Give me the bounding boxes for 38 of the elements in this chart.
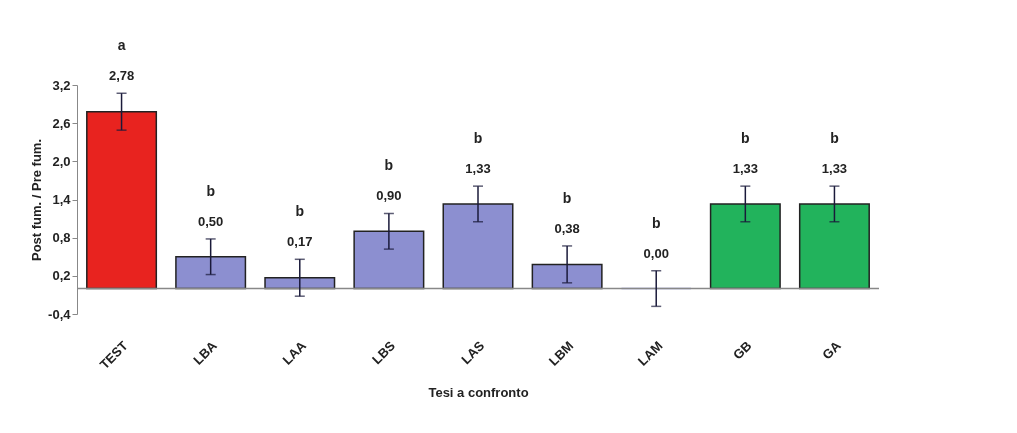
data-label: 0,38: [554, 220, 580, 236]
x-axis-title: Tesi a confronto: [428, 385, 529, 401]
y-tick-label: 0,2: [52, 268, 71, 284]
y-tick-label: 3,2: [52, 77, 71, 93]
annotation: b: [741, 130, 750, 147]
data-label: 0,00: [643, 245, 669, 261]
text: a: [117, 37, 126, 54]
bar: [798, 203, 870, 290]
data-label: 0,50: [198, 213, 224, 229]
bar: [175, 256, 247, 290]
x-tick-label: LBA: [190, 337, 221, 368]
y-tick-label: 1,4: [52, 192, 72, 207]
annotation: b: [206, 182, 215, 199]
data-label: 1,33: [732, 161, 758, 177]
annotation: b: [295, 203, 305, 220]
bar: [442, 203, 514, 290]
annotation: b: [830, 130, 839, 147]
y-tick-label: 0,8: [52, 230, 71, 246]
x-tick-label: GA: [819, 337, 845, 363]
data-label: 2,78: [108, 68, 135, 84]
x-tick-label: LAA: [279, 337, 310, 368]
data-label: 1,33: [821, 161, 848, 177]
annotation: b: [384, 157, 394, 174]
x-tick-label: GB: [730, 338, 755, 363]
y-tick-label: 2,6: [52, 115, 71, 131]
annotation: b: [473, 130, 483, 147]
y-tick-label: 2,0: [52, 153, 71, 169]
bar: [709, 203, 781, 290]
data-label: 0,17: [287, 234, 313, 250]
data-label: 0,90: [376, 188, 402, 204]
annotation: b: [562, 189, 572, 206]
bar: [86, 110, 158, 290]
y-tick-label: -0,4: [48, 306, 72, 322]
data-label: 1,33: [465, 161, 491, 177]
y-axis-title: Post fum. / Pre fum.: [29, 138, 45, 262]
bar: [531, 263, 603, 290]
bar: [353, 230, 425, 290]
annotation: b: [651, 214, 661, 231]
